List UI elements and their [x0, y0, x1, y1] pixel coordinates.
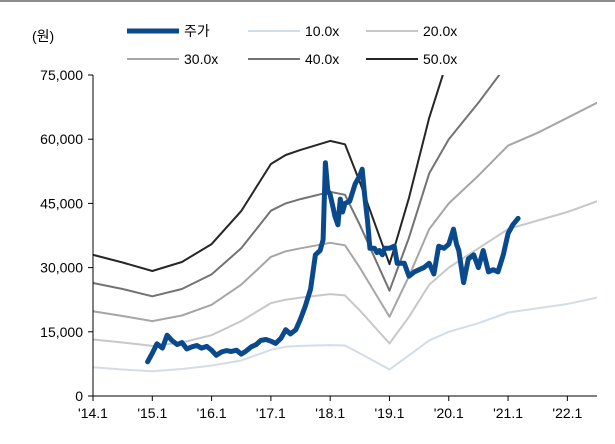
- series-line-price: [145, 160, 521, 365]
- x-tick-label: '15.1: [137, 405, 167, 421]
- x-tick-label: '16.1: [197, 405, 227, 421]
- y-tick-label: 45,000: [40, 195, 83, 211]
- legend: 주가 10.0x 20.0x 30.0x 40.0x 50.0x: [127, 23, 457, 67]
- legend-label-50-0x: 50.0x: [423, 51, 457, 67]
- x-tick-label: '21.1: [493, 405, 523, 421]
- legend-label-10-0x: 10.0x: [305, 23, 339, 39]
- y-axis-unit-label: (원): [32, 28, 54, 44]
- legend-label-price: 주가: [184, 23, 210, 39]
- legend-label-40-0x: 40.0x: [305, 51, 339, 67]
- x-tick-label: '17.1: [256, 405, 286, 421]
- series-line-20-0x: [93, 200, 597, 347]
- y-tick-label: 15,000: [40, 324, 83, 340]
- legend-label-20-0x: 20.0x: [423, 23, 457, 39]
- y-tick-label: 0: [75, 388, 83, 404]
- legend-label-30-0x: 30.0x: [184, 51, 218, 67]
- series-line-10-0x: [93, 296, 597, 373]
- series-lines: [93, 75, 597, 373]
- y-tick-label: 30,000: [40, 260, 83, 276]
- series-line-40-0x: [93, 75, 501, 298]
- series-line-50-0x: [93, 75, 444, 272]
- x-tick-label: '19.1: [375, 405, 405, 421]
- axes: 0 15,000 30,000 45,000 60,000 75,000 '14.1 '15.…: [40, 67, 597, 421]
- top-divider: [0, 0, 615, 2]
- x-tick-label: '22.1: [552, 405, 582, 421]
- series-line-30-0x: [93, 101, 597, 323]
- x-tick-label: '14.1: [78, 405, 108, 421]
- y-tick-label: 75,000: [40, 67, 83, 83]
- y-tick-label: 60,000: [40, 131, 83, 147]
- x-tick-label: '20.1: [434, 405, 464, 421]
- x-tick-label: '18.1: [315, 405, 345, 421]
